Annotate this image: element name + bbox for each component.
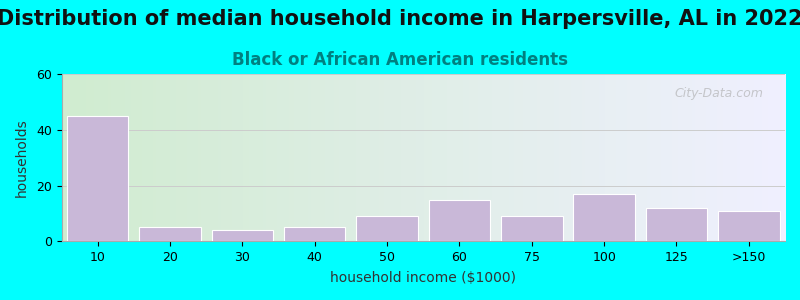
X-axis label: household income ($1000): household income ($1000) [330,271,516,285]
Bar [718,211,779,241]
Y-axis label: households: households [15,118,29,197]
Bar [501,216,562,241]
Bar [67,116,129,241]
Bar [429,200,490,241]
Text: Black or African American residents: Black or African American residents [232,51,568,69]
Bar [212,230,273,241]
Text: City-Data.com: City-Data.com [674,87,763,101]
Bar [356,216,418,241]
Bar [646,208,707,241]
Bar [284,227,346,241]
Bar [139,227,201,241]
Bar [574,194,635,241]
Text: Distribution of median household income in Harpersville, AL in 2022: Distribution of median household income … [0,9,800,29]
